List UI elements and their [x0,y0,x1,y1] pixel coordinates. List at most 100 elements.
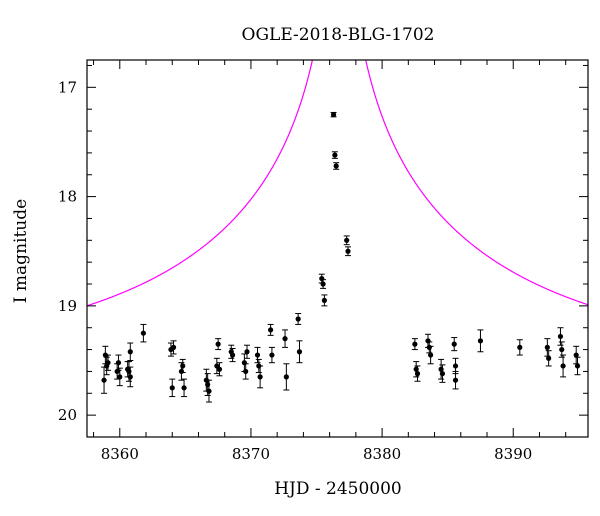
data-point [268,346,275,364]
data-point [115,354,122,371]
data-point [229,347,236,363]
point-marker [269,352,275,358]
model-curve-layer [87,60,588,307]
data-point [127,366,134,388]
point-marker [205,381,211,388]
point-marker [544,344,550,350]
point-marker [345,248,351,254]
point-marker [117,374,123,380]
data-point [103,356,110,376]
data-point [213,357,220,375]
y-tick-label: 20 [58,406,77,424]
point-marker [573,352,579,358]
point-marker [178,368,185,375]
point-marker [425,338,431,344]
data-point [544,338,551,357]
data-point [205,379,212,403]
data-point [257,365,264,389]
point-marker [206,388,212,394]
point-marker [320,281,326,287]
data-point [411,338,418,351]
point-marker [344,237,350,243]
point-marker [333,163,339,169]
point-marker [557,333,564,340]
point-marker [140,330,146,336]
point-marker [243,368,249,375]
y-axis-label: I magnitude [11,199,31,303]
x-tick-label: 8390 [494,445,532,463]
chart-title: OGLE-2018-BLG-1702 [242,25,435,45]
data-point [320,279,327,289]
data-point [296,340,303,364]
data-point [215,338,222,351]
point-marker [229,352,236,358]
data-point [170,340,177,355]
data-point [179,358,186,374]
data-point [282,329,289,348]
x-tick-label: 8360 [101,445,139,463]
point-marker [321,297,327,304]
data-point [557,327,564,346]
point-marker [282,336,288,342]
point-marker [105,360,111,366]
x-axis-label: HJD - 2450000 [274,479,402,499]
data-point [104,354,111,371]
data-point [321,294,328,307]
point-marker [330,112,337,118]
point-marker [412,341,418,347]
x-tick-label: 8370 [232,445,270,463]
point-marker [268,327,274,333]
point-marker [452,363,459,369]
point-marker [451,341,457,347]
point-marker [428,352,434,358]
point-marker [426,344,432,350]
data-point [438,358,445,380]
data-point [330,111,337,118]
axes: 8360 8370 8380 8390 17 18 19 20 [58,59,589,463]
point-marker [296,349,303,355]
data-point [414,365,421,382]
point-marker [180,363,186,369]
data-point [283,363,290,391]
point-marker [413,366,419,372]
y-tick-label: 18 [58,188,77,206]
data-point [344,246,351,257]
point-marker [114,368,120,375]
data-point [477,329,484,353]
point-marker [295,316,301,322]
point-marker [257,374,263,380]
point-marker [126,368,132,375]
point-marker [439,371,446,377]
point-marker [438,366,444,372]
data-point [343,235,350,246]
data-point [254,346,261,364]
data-point [516,339,523,356]
point-marker [477,338,484,344]
point-marker [560,363,566,369]
point-marker [574,363,581,369]
x-tick-label: 8380 [363,445,401,463]
point-marker [181,385,187,391]
point-marker [414,371,421,377]
model-curve [87,60,588,307]
point-marker [244,349,250,355]
point-marker [241,360,247,366]
data-point [140,323,147,343]
data-point [573,345,580,365]
data-point [244,344,251,359]
data-point [181,378,188,398]
data-point [560,354,567,378]
data-points-layer [101,111,581,403]
data-point [451,337,458,352]
data-point [427,345,434,365]
point-marker [254,352,261,358]
data-point [295,313,302,325]
point-marker [517,344,523,350]
point-marker [115,360,122,366]
data-point [241,353,248,372]
data-point [242,363,249,380]
plot-frame [86,59,589,438]
point-marker [127,374,133,380]
point-marker [215,341,221,347]
